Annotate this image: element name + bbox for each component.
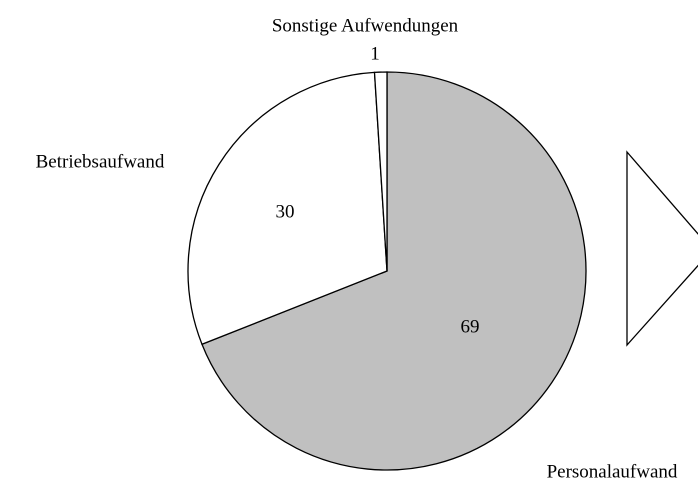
- slice-value-label: 69: [461, 316, 480, 337]
- pie-slice: [201, 71, 587, 471]
- slice-value-label: 30: [276, 201, 295, 222]
- slice-category-label: Personalaufwand: [547, 461, 678, 482]
- slice-value-label: 1: [370, 43, 380, 64]
- arrow-shape: [626, 150, 698, 347]
- slice-category-label: Betriebsaufwand: [36, 151, 165, 172]
- pie-slice: [373, 71, 388, 272]
- pie-slice: [187, 71, 388, 346]
- slice-category-label: Sonstige Aufwendungen: [272, 15, 459, 36]
